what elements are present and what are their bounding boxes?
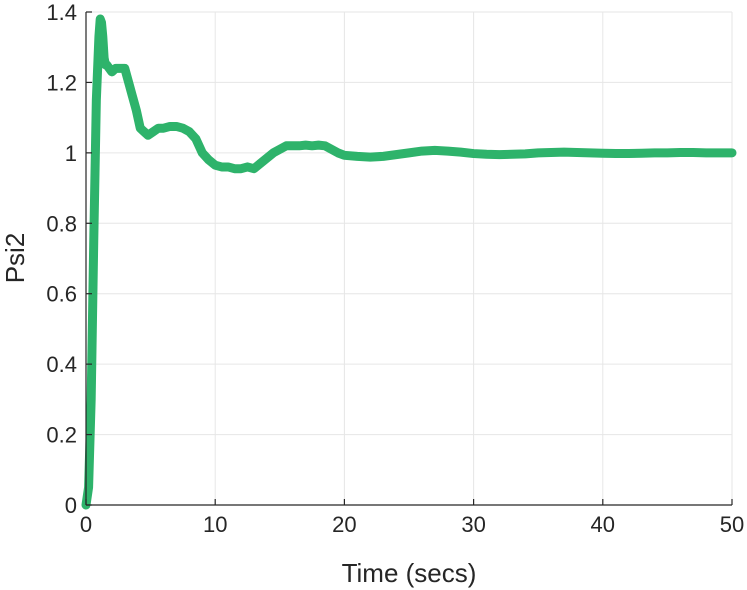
x-axis-label: Time (secs) [342,558,477,588]
x-tick-label: 10 [203,512,227,537]
y-tick-label: 0.8 [46,211,77,236]
y-tick-label: 1.4 [46,0,77,25]
x-tick-label: 30 [461,512,485,537]
plot-area [86,12,732,505]
y-tick-label: 1.2 [46,70,77,95]
y-tick-label: 0.6 [46,282,77,307]
series-line-0 [81,14,737,510]
x-tick-labels: 0 10 20 30 40 50 [80,512,744,537]
y-tick-label: 0 [65,493,77,518]
x-tick-label: 20 [332,512,356,537]
series-layer [81,14,737,510]
y-tick-label: 0.2 [46,423,77,448]
y-axis-label: Psi2 [0,233,30,284]
y-tick-label: 0.4 [46,352,77,377]
grid [85,11,733,506]
y-tick-labels: 0 0.2 0.4 0.6 0.8 1 1.2 1.4 [46,0,77,518]
axes [85,11,733,506]
x-tick-label: 50 [720,512,744,537]
x-tick-label: 40 [591,512,615,537]
x-tick-label: 0 [80,512,92,537]
y-tick-label: 1 [65,141,77,166]
